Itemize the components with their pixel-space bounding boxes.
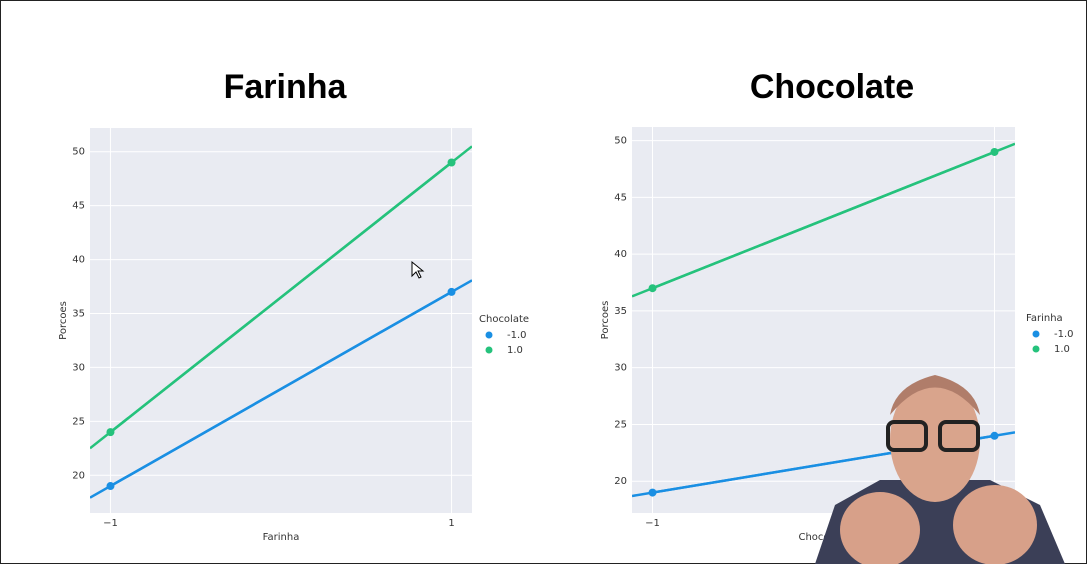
point bbox=[106, 428, 115, 437]
x-tick-label: 1 bbox=[448, 518, 454, 529]
x-tick-label: −1 bbox=[645, 518, 660, 529]
point bbox=[648, 284, 657, 293]
legend-title: Chocolate bbox=[479, 314, 529, 325]
plot-area bbox=[90, 128, 472, 513]
y-tick-label: 30 bbox=[614, 363, 627, 374]
y-tick-label: 50 bbox=[614, 136, 627, 147]
y-axis-label: Porcoes bbox=[600, 301, 611, 340]
point bbox=[447, 287, 456, 296]
legend-label: 1.0 bbox=[507, 345, 523, 356]
y-tick-label: 20 bbox=[614, 476, 627, 487]
point bbox=[648, 488, 657, 497]
y-tick-label: 40 bbox=[72, 255, 85, 266]
y-tick-label: 45 bbox=[72, 201, 85, 212]
legend-marker bbox=[485, 346, 493, 354]
legend-label: -1.0 bbox=[1054, 329, 1074, 340]
y-tick-label: 25 bbox=[614, 419, 627, 430]
x-axis-label: Chocolate bbox=[798, 532, 848, 543]
presenter-hand bbox=[953, 485, 1037, 564]
chart: Farinha 20 25 30 35 40 45 50 −1 1 Farinha Porcoes -1… bbox=[58, 68, 529, 543]
legend-marker bbox=[485, 331, 493, 339]
y-tick-label: 40 bbox=[614, 249, 627, 260]
x-axis-label: Farinha bbox=[263, 532, 300, 543]
series-line bbox=[652, 150, 995, 290]
legend-marker bbox=[1032, 330, 1040, 338]
legend-label: -1.0 bbox=[507, 330, 527, 341]
y-tick-label: 45 bbox=[614, 192, 627, 203]
presenter-glasses bbox=[886, 420, 928, 452]
series-line bbox=[109, 161, 453, 434]
y-tick-label: 50 bbox=[72, 147, 85, 158]
legend-label: 1.0 bbox=[1054, 344, 1070, 355]
charts: Farinha 20 25 30 35 40 45 50 −1 1 Farinha Porcoes -1… bbox=[58, 68, 1074, 543]
presenter-hand bbox=[840, 492, 920, 564]
point bbox=[447, 158, 456, 167]
y-tick-label: 35 bbox=[614, 306, 627, 317]
series-line bbox=[109, 290, 453, 488]
point bbox=[990, 147, 999, 156]
y-tick-label: 30 bbox=[72, 362, 85, 373]
x-tick-label: −1 bbox=[103, 518, 118, 529]
presenter-head bbox=[890, 378, 980, 502]
legend-marker bbox=[1032, 345, 1040, 353]
y-axis-label: Porcoes bbox=[58, 301, 69, 340]
presenter-video bbox=[815, 375, 1065, 564]
chart-title: Chocolate bbox=[750, 68, 914, 106]
legend-title: Farinha bbox=[1026, 313, 1063, 324]
chart: Chocolate20253035404550−11ChocolatePorco… bbox=[600, 68, 1074, 543]
chart-title: Farinha bbox=[224, 68, 348, 106]
y-tick-label: 25 bbox=[72, 416, 85, 427]
presenter-glasses bbox=[938, 420, 980, 452]
y-tick-label: 35 bbox=[72, 308, 85, 319]
point bbox=[990, 431, 999, 440]
presenter-hair bbox=[890, 375, 980, 415]
y-tick-label: 20 bbox=[72, 470, 85, 481]
point bbox=[106, 482, 115, 491]
mouse-cursor bbox=[411, 260, 425, 279]
